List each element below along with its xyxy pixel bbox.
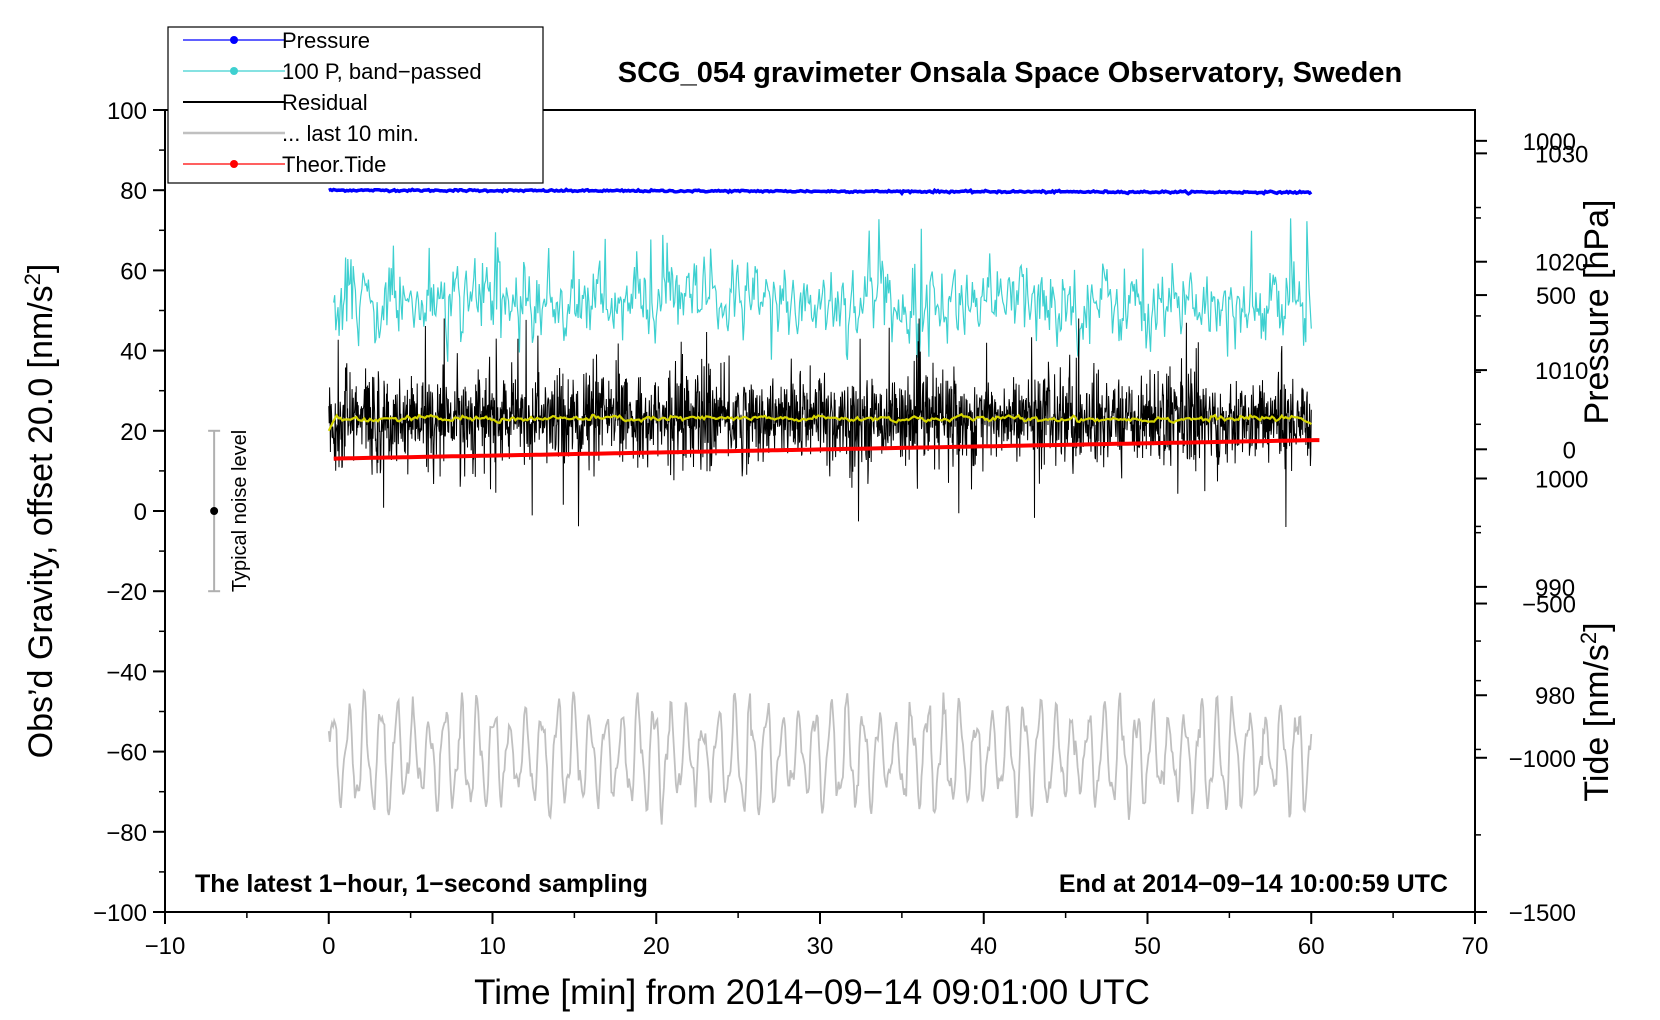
legend-label-3: ... last 10 min. [282,121,419,146]
y-tick-label: 20 [120,419,147,446]
legend-box [167,26,544,184]
y-axis-label-left-close: ] [22,264,60,273]
y-tick-label: −60 [106,740,147,767]
y-axis-label-tide-close: ] [1578,622,1616,631]
series-band-passed [333,218,1312,366]
series-last-10-min [327,688,1313,825]
axes-group: −10 0 10 20 30 40 50 60 70−100−80−60−40−20020406… [20,98,1616,960]
y-axis-label-tide-superscript: 2 [1576,632,1601,644]
y-axis-label-pressure: Pressure [hPa] [1578,200,1616,425]
x-tick-label: 0 [322,933,335,960]
series-residual-smoothed [327,412,1312,432]
noise-level-label: Typical noise level [229,430,251,592]
x-axis-label: Time [min] from 2014−09−14 09:01:00 UTC [474,973,1150,1012]
legend-label-1: 100 P, band−passed [282,59,482,84]
pressure-tick-label: 1020 [1535,250,1588,277]
y-tick-label: −100 [93,900,147,927]
legend-label-0: Pressure [282,28,370,53]
legend-marker-1 [230,67,238,75]
tide-tick-label: 1000 [1523,129,1576,156]
x-tick-label: 70 [1462,933,1489,960]
legend-label-4: Theor.Tide [282,152,386,177]
noise-bar-center-dot [210,507,219,515]
legend: Pressure 100 P, band−passed Residual ... la… [167,26,544,184]
tide-tick-label: 0 [1563,437,1576,464]
x-tick-label: 20 [643,933,670,960]
tide-tick-label: 500 [1536,283,1576,310]
pressure-tick-label: 1010 [1535,358,1588,385]
x-tick-label: 30 [807,933,834,960]
series-pressure [328,187,1313,197]
pressure-tick-label: 990 [1535,575,1575,602]
y-tick-label: 80 [120,178,147,205]
series-theoretical-tide [333,438,1320,461]
y-tick-label: −40 [106,659,147,686]
y-tick-label: −20 [106,579,147,606]
x-tick-label: 60 [1298,933,1325,960]
series-group [327,187,1320,825]
pressure-tick-label: 1000 [1535,466,1588,493]
y-tick-label: −80 [106,820,147,847]
y-axis-label-left-main: Obs’d Gravity, offset 20.0 [nm/s [22,285,60,758]
y-tick-label: 60 [120,258,147,285]
y-tick-label: 0 [134,499,147,526]
pressure-tick-label: 1030 [1535,141,1588,168]
y-tick-label: 100 [107,98,147,125]
legend-marker-4 [230,160,238,168]
tide-tick-label: −1500 [1509,900,1576,927]
annotations-group: Typical noise level The latest 1−hour, 1−… [195,429,1448,898]
x-tick-label: −10 [145,933,186,960]
y-tick-label: 40 [120,339,147,366]
y-axis-label-tide: Tide [nm/s2] [1576,622,1616,801]
y-axis-label-tide-main: Tide [nm/s [1578,644,1616,801]
x-tick-label: 50 [1134,933,1161,960]
tide-tick-label: −500 [1522,592,1576,619]
legend-label-2: Residual [282,90,368,115]
pressure-tick-label: 980 [1535,683,1575,710]
x-tick-label: 40 [970,933,997,960]
y-axis-label-left-superscript: 2 [20,273,45,285]
annotation-bottom-right: End at 2014−09−14 10:00:59 UTC [1059,870,1448,898]
y-axis-label-left: Obs’d Gravity, offset 20.0 [nm/s2] [20,264,60,759]
annotation-bottom-left: The latest 1−hour, 1−second sampling [195,870,648,898]
chart-title: SCG_054 gravimeter Onsala Space Observat… [618,57,1402,89]
tide-tick-label: −1000 [1509,746,1576,773]
series-residual [328,318,1312,528]
x-tick-label: 10 [479,933,506,960]
legend-marker-0 [230,36,238,44]
